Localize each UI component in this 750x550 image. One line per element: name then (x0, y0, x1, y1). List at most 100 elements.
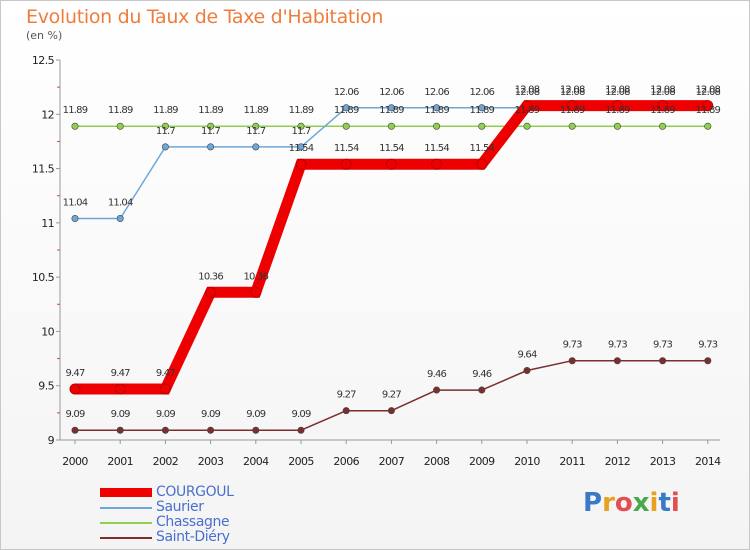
data-label-courgoul: 12.08 (560, 85, 585, 96)
data-point-courgoul (476, 158, 488, 170)
data-point-saurier (297, 143, 305, 151)
data-point-courgoul (295, 158, 307, 170)
data-label-saint-di-ry: 9.73 (698, 340, 718, 351)
data-label-saint-di-ry: 9.09 (201, 409, 221, 420)
data-point-saint-di-ry (704, 357, 712, 365)
data-point-saint-di-ry (659, 357, 667, 365)
data-point-chassagne (161, 122, 169, 130)
data-label-saint-di-ry: 9.73 (608, 340, 628, 351)
logo-letter: i (649, 488, 659, 518)
data-point-courgoul (657, 100, 669, 112)
y-tick-label: 11.5 (32, 163, 55, 176)
data-label-courgoul: 11.54 (424, 143, 449, 154)
data-point-chassagne (207, 122, 215, 130)
data-point-saint-di-ry (161, 426, 169, 434)
data-point-chassagne (659, 122, 667, 130)
data-label-chassagne: 11.89 (63, 105, 88, 116)
data-point-saint-di-ry (116, 426, 124, 434)
data-point-courgoul (702, 100, 714, 112)
x-tick-label: 2008 (424, 455, 450, 468)
x-tick-label: 2002 (153, 455, 179, 468)
legend-label-saurier: Saurier (156, 499, 204, 515)
data-label-saint-di-ry: 9.73 (563, 340, 583, 351)
x-tick-label: 2009 (469, 455, 495, 468)
data-point-chassagne (568, 122, 576, 130)
data-point-saint-di-ry (71, 426, 79, 434)
data-label-chassagne: 11.89 (695, 105, 720, 116)
data-point-courgoul (566, 100, 578, 112)
data-point-saurier (116, 215, 124, 223)
data-point-saurier (207, 143, 215, 151)
data-point-saint-di-ry (342, 407, 350, 415)
series-lines (75, 100, 708, 431)
x-tick-label: 2004 (243, 455, 269, 468)
data-label-saint-di-ry: 9.27 (382, 390, 402, 401)
data-label-chassagne: 11.89 (424, 105, 449, 116)
data-label-saurier: 12.06 (334, 87, 359, 98)
logo-letter: x (632, 488, 650, 518)
data-label-saint-di-ry: 9.09 (246, 409, 266, 420)
y-tick-label: 9.5 (38, 380, 54, 393)
data-point-saint-di-ry (613, 357, 621, 365)
x-tick-label: 2006 (333, 455, 359, 468)
logo-letter: r (602, 488, 615, 518)
data-label-saurier: 11.04 (63, 198, 88, 209)
data-point-chassagne (478, 122, 486, 130)
legend: COURGOUL Saurier Chassagne Saint-Diéry (100, 484, 320, 545)
data-point-saint-di-ry (568, 357, 576, 365)
data-point-courgoul (340, 158, 352, 170)
data-label-saint-di-ry: 9.64 (517, 350, 537, 361)
x-tick-label: 2007 (379, 455, 405, 468)
x-tick-label: 2000 (62, 455, 88, 468)
data-point-saint-di-ry (478, 386, 486, 394)
data-label-chassagne: 11.89 (379, 105, 404, 116)
legend-item-courgoul: COURGOUL (100, 484, 320, 500)
data-label-courgoul: 12.08 (605, 85, 630, 96)
data-point-courgoul (69, 383, 81, 395)
y-tick-label: 12.5 (32, 54, 55, 67)
logo-letter: t (658, 488, 671, 518)
data-label-courgoul: 11.54 (289, 143, 314, 154)
data-label-chassagne: 11.89 (560, 105, 585, 116)
data-point-courgoul (611, 100, 623, 112)
data-point-chassagne (387, 122, 395, 130)
data-point-saint-di-ry (297, 426, 305, 434)
data-label-saurier: 11.7 (156, 126, 176, 137)
chart-axes: 9 9.5 10 10.5 11 11.5 12 12.5 2000 2001 2002 2003 20… (32, 54, 722, 468)
data-label-courgoul: 12.08 (515, 85, 540, 96)
data-label-saint-di-ry: 9.09 (156, 409, 176, 420)
data-point-chassagne (116, 122, 124, 130)
x-tick-label: 2012 (605, 455, 631, 468)
y-tick-label: 10.5 (32, 271, 55, 284)
data-label-courgoul: 11.54 (379, 143, 404, 154)
data-point-chassagne (704, 122, 712, 130)
data-label-saurier: 11.7 (246, 126, 266, 137)
data-label-courgoul: 11.54 (469, 143, 494, 154)
data-label-saint-di-ry: 9.09 (291, 409, 311, 420)
chart-title: Evolution du Taux de Taxe d'Habitation (26, 6, 384, 28)
data-label-saurier: 11.7 (201, 126, 221, 137)
data-label-saurier: 12.08 (605, 87, 630, 98)
y-tick-label: 10 (41, 325, 54, 338)
data-point-chassagne (252, 122, 260, 130)
legend-label-chassagne: Chassagne (156, 514, 230, 530)
data-label-saurier: 12.08 (515, 87, 540, 98)
data-label-saint-di-ry: 9.27 (337, 390, 357, 401)
data-point-chassagne (71, 122, 79, 130)
logo-letter: o (614, 488, 633, 518)
data-point-chassagne (297, 122, 305, 130)
legend-swatch-chassagne (100, 522, 152, 524)
data-label-saint-di-ry: 9.73 (653, 340, 673, 351)
x-tick-label: 2011 (559, 455, 585, 468)
data-point-courgoul (250, 286, 262, 298)
data-label-saint-di-ry: 9.09 (111, 409, 131, 420)
legend-swatch-saint-diery (100, 537, 152, 539)
data-point-saint-di-ry (387, 407, 395, 415)
data-label-saurier: 12.06 (424, 87, 449, 98)
data-point-saint-di-ry (207, 426, 215, 434)
data-point-chassagne (613, 122, 621, 130)
data-label-courgoul: 11.54 (334, 143, 359, 154)
data-point-saurier (342, 104, 350, 112)
data-point-saurier (71, 215, 79, 223)
